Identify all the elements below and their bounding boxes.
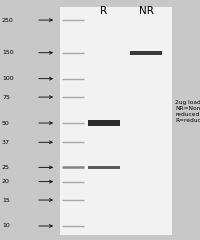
Text: NR: NR <box>139 6 153 16</box>
Text: 75: 75 <box>2 95 10 100</box>
Bar <box>88 120 120 126</box>
Text: 2ug loading
NR=Non-
reduced
R=reduced: 2ug loading NR=Non- reduced R=reduced <box>175 100 200 123</box>
Text: 37: 37 <box>2 140 10 145</box>
Bar <box>88 166 120 169</box>
Text: 150: 150 <box>2 50 14 55</box>
Text: R: R <box>100 6 108 16</box>
Text: 15: 15 <box>2 198 10 203</box>
Bar <box>130 51 162 55</box>
Text: 25: 25 <box>2 165 10 170</box>
Text: 20: 20 <box>2 179 10 184</box>
Text: 50: 50 <box>2 120 10 126</box>
Text: 250: 250 <box>2 18 14 23</box>
Text: 10: 10 <box>2 223 10 228</box>
Text: 100: 100 <box>2 76 14 81</box>
Bar <box>60 7 172 235</box>
